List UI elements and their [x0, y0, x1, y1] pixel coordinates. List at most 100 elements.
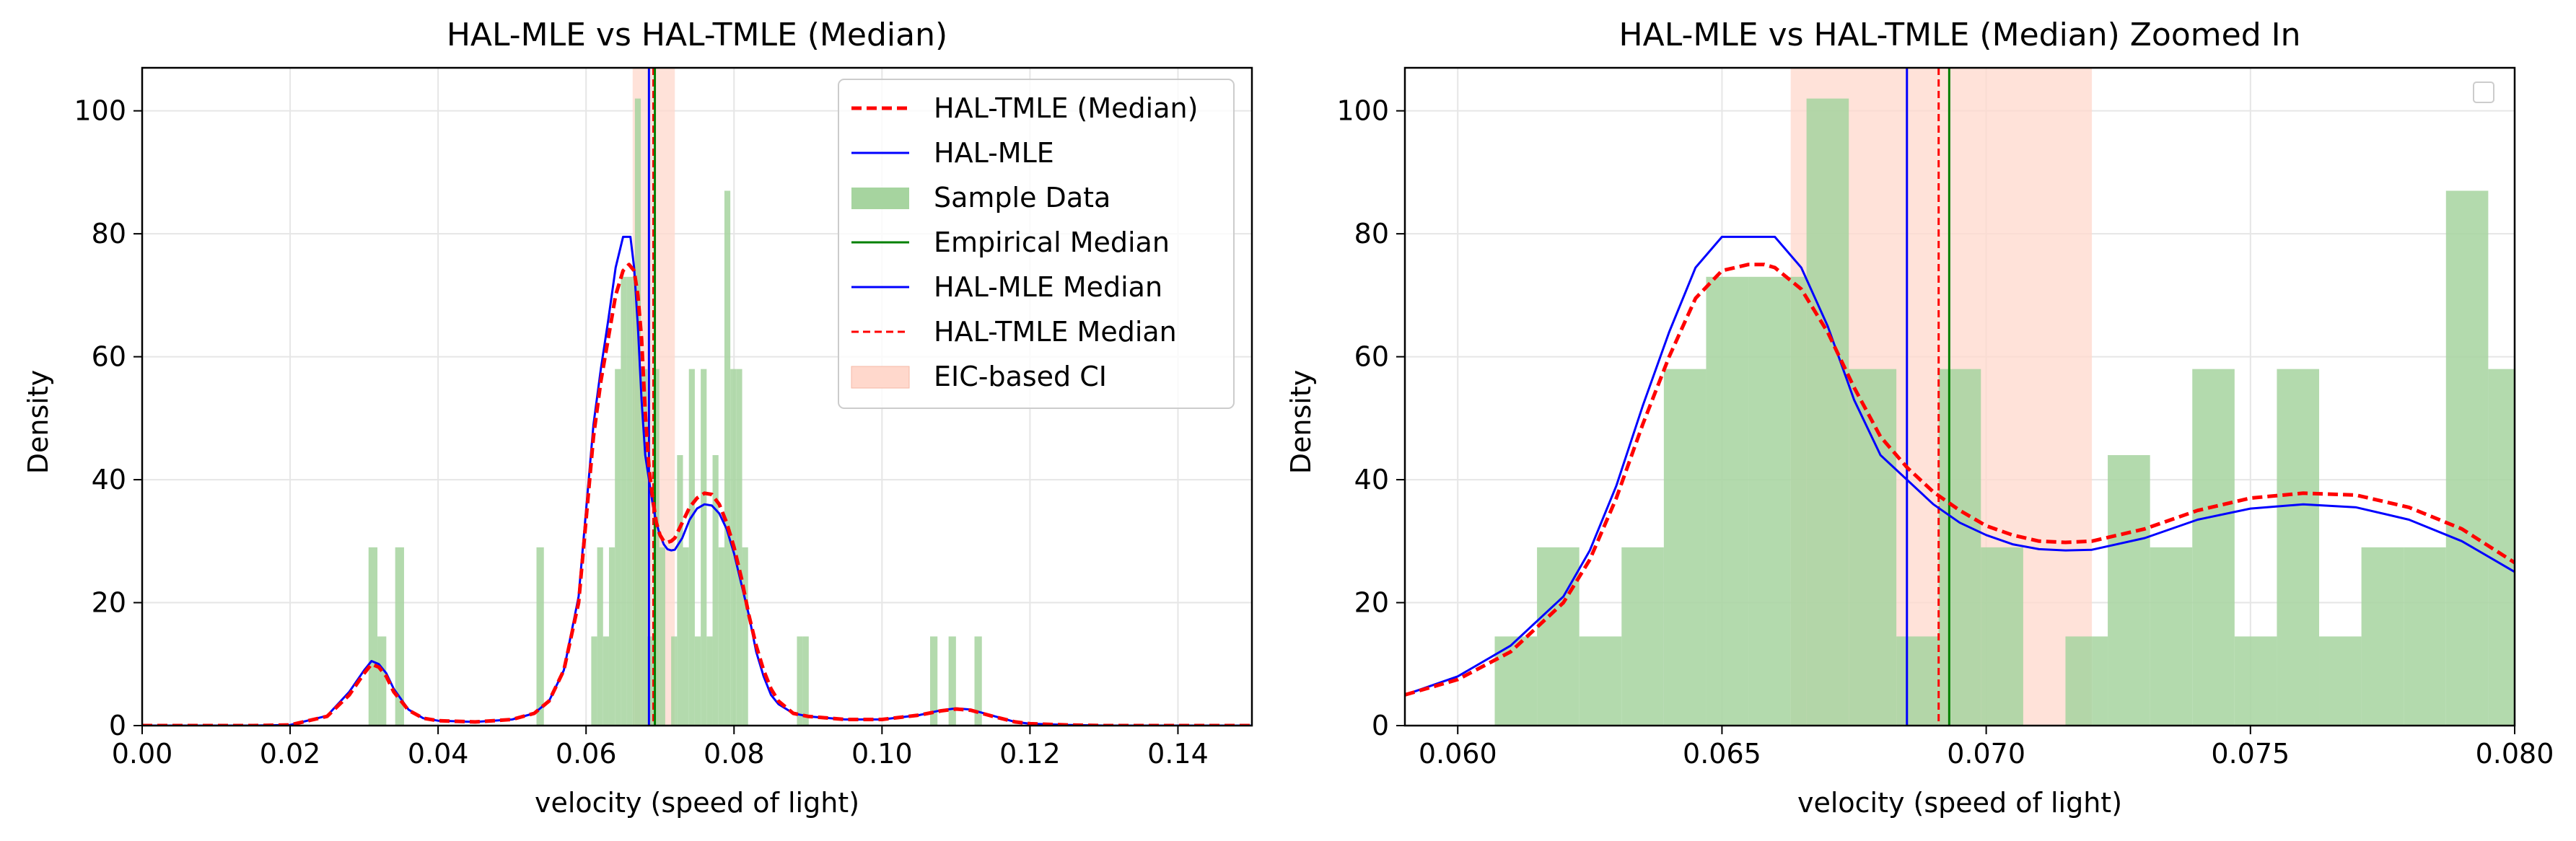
x-tick-label: 0.08 [704, 738, 765, 770]
histogram-bar [694, 636, 701, 726]
histogram-bar [659, 547, 665, 726]
plot-area-1: 0.060 0.065 0.070 0.075 0.080 0 20 40 60 80 100 [1336, 66, 2554, 770]
y-tick-label: 20 [92, 587, 126, 619]
x-tick-label: 0.02 [260, 738, 321, 770]
histogram-bar [2108, 454, 2150, 726]
histogram-bar [2404, 547, 2446, 726]
y-tick-label: 60 [1354, 341, 1389, 373]
histogram-bar [718, 547, 724, 726]
histogram-bar [2150, 547, 2193, 726]
histogram-bar [597, 547, 603, 726]
y-tick-label: 60 [92, 341, 126, 373]
histogram-bar [377, 636, 387, 726]
histogram-bar [536, 547, 544, 726]
hal-mle-density-curve [1405, 235, 2515, 696]
histogram-bar [1806, 98, 1849, 726]
histogram-bar [712, 454, 719, 726]
histogram-bar [615, 369, 621, 726]
histogram-bar [626, 276, 633, 726]
y-tick-label: 100 [74, 95, 126, 127]
histogram-bar [653, 369, 660, 726]
legend-label-mle-curve: HAL-MLE [934, 137, 1054, 169]
histogram-bar [2192, 369, 2235, 726]
histogram-bar [2277, 369, 2320, 726]
legend-ci-swatch [851, 366, 910, 389]
axes-frame [141, 66, 1253, 727]
histogram-bar [1621, 547, 1664, 726]
legend-sample-data-swatch [851, 188, 909, 209]
histogram-bar [948, 636, 956, 726]
x-tick-label: 0.12 [999, 738, 1061, 770]
histogram-bar [2234, 636, 2277, 726]
x-tick-label: 0.075 [2211, 738, 2290, 770]
histogram-bar [632, 276, 635, 726]
histogram-bar [608, 547, 615, 726]
x-tick-label: 0.080 [2476, 738, 2554, 770]
legend-label-tmle-curve: HAL-TMLE (Median) [934, 92, 1198, 124]
histogram-bar [2445, 190, 2489, 726]
x-tick-label: 0.060 [1419, 738, 1497, 770]
legend-frame [838, 79, 1235, 409]
x-tick-label: 0.06 [556, 738, 617, 770]
y-tick-label: 80 [1354, 218, 1389, 250]
histogram-bar [1663, 369, 1707, 726]
histogram-bar [1896, 636, 1939, 726]
x-tick-label: 0.065 [1683, 738, 1761, 770]
left-y-axis-label: Density [22, 370, 54, 474]
axes-frame [1403, 66, 2516, 727]
right-y-axis-label: Density [1285, 370, 1317, 474]
histogram-bar [1938, 369, 1981, 726]
histogram-bar [802, 636, 809, 726]
x-tick-label: 0.070 [1947, 738, 2025, 770]
y-tick-label: 0 [109, 710, 126, 741]
histogram-bar [671, 636, 675, 726]
histogram-bar [1748, 276, 1791, 726]
legend-label-ci: EIC-based CI [934, 361, 1107, 392]
y-tick-label: 80 [92, 218, 126, 250]
y-tick-label: 40 [1354, 464, 1389, 496]
left-x-axis-label: velocity (speed of light) [535, 787, 859, 819]
histogram-bar [634, 98, 641, 726]
histogram-bar [1537, 547, 1580, 726]
x-tick-label: 0.10 [851, 738, 913, 770]
histogram-bar [675, 636, 678, 726]
histogram-bar [591, 636, 597, 726]
right-chart-title: HAL-MLE vs HAL-TMLE (Median) Zoomed In [1619, 17, 2301, 53]
histogram-bar [2319, 636, 2362, 726]
x-tick-label: 0.14 [1147, 738, 1209, 770]
histogram-bar [395, 547, 404, 726]
histogram-bar [1790, 276, 1807, 726]
histogram-bar [724, 190, 731, 726]
histogram-bar [742, 547, 748, 726]
histogram-bar [706, 636, 713, 726]
left-panel: 0.00 0.02 0.04 0.06 0.08 0.10 0.12 0.14 0 20 40 60 8… [22, 17, 1253, 819]
histogram-bar [2065, 636, 2093, 726]
y-tick-label: 20 [1354, 587, 1389, 619]
x-tick-label: 0.00 [112, 738, 173, 770]
left-chart-title: HAL-MLE vs HAL-TMLE (Median) [447, 17, 947, 53]
histogram-bar [929, 636, 938, 726]
y-tick-label: 100 [1336, 95, 1389, 127]
histogram-bar [797, 636, 803, 726]
histogram-bar [1706, 276, 1749, 726]
histogram-bar [688, 369, 695, 726]
right-panel: 0.060 0.065 0.070 0.075 0.080 0 20 40 60 80 100 HA… [1285, 17, 2554, 819]
y-tick-label: 40 [92, 464, 126, 496]
histogram-bar [2092, 636, 2108, 726]
histogram-bar [603, 636, 609, 726]
histogram-bar [677, 454, 683, 726]
x-tick-label: 0.04 [408, 738, 469, 770]
histogram-bar [701, 369, 707, 726]
histogram-bar [736, 369, 742, 726]
right-x-axis-label: velocity (speed of light) [1797, 787, 2122, 819]
legend-label-sample-data: Sample Data [934, 182, 1110, 213]
histogram-bar [1981, 547, 2023, 726]
hal-tmle-density-curve [142, 263, 1252, 726]
y-tick-label: 0 [1372, 710, 1389, 741]
histogram-bar [2361, 547, 2404, 726]
plot-content [142, 68, 1252, 726]
histogram-bar [974, 636, 982, 726]
histogram-bar [368, 547, 378, 726]
histogram-bar [621, 276, 627, 726]
